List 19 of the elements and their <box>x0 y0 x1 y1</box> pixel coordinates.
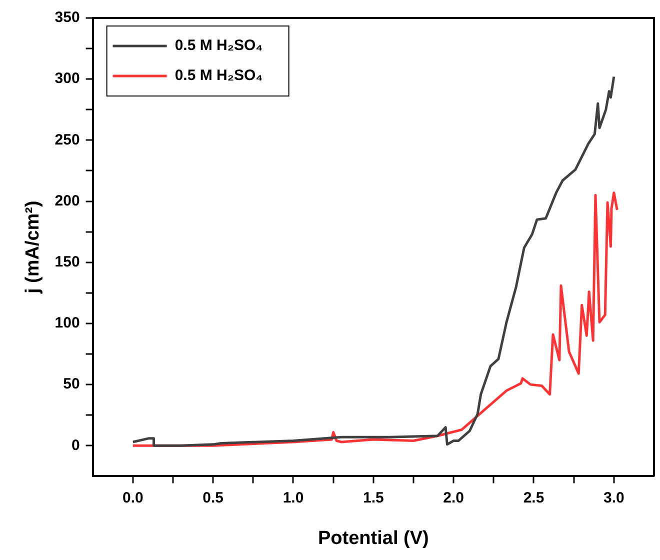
y-tick-label: 50 <box>63 376 80 393</box>
x-tick-label: 2.5 <box>523 489 544 506</box>
legend-label: 0.5 M H₂SO₄ <box>174 67 263 84</box>
x-tick-label: 2.0 <box>443 489 464 506</box>
x-tick-label: 1.0 <box>282 489 304 506</box>
x-tick-label: 3.0 <box>603 489 624 506</box>
y-tick-label: 250 <box>54 131 80 148</box>
x-tick-label: 0.5 <box>202 489 224 506</box>
x-tick-label: 0.0 <box>122 489 144 506</box>
y-tick-label: 200 <box>54 192 80 210</box>
legend-label: 0.5 M H₂SO₄ <box>174 37 263 54</box>
x-axis-title: Potential (V) <box>318 528 429 549</box>
y-tick-label: 300 <box>54 70 80 88</box>
y-tick-label: 100 <box>54 314 80 332</box>
x-tick-label: 1.5 <box>362 489 384 506</box>
y-tick-label: 0 <box>71 436 80 454</box>
y-tick-label: 150 <box>54 254 80 271</box>
y-tick-label: 350 <box>54 9 80 26</box>
y-axis-title: j (mA/cm²) <box>22 200 44 295</box>
